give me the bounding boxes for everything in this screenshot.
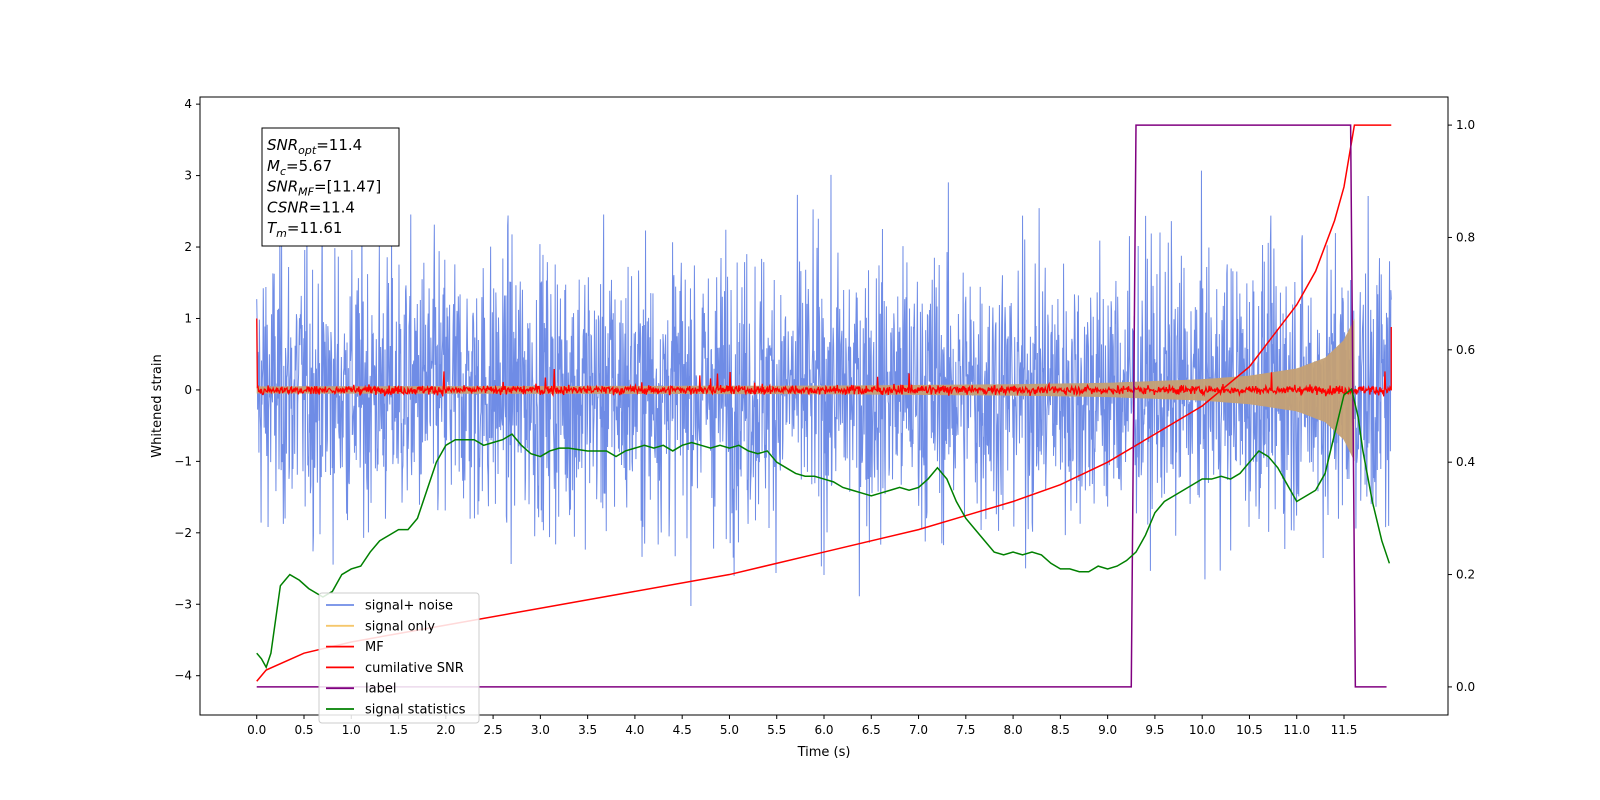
x-tick-label: 2.0 [436,723,455,737]
series-mf [256,318,1392,398]
x-tick-label: 1.5 [389,723,408,737]
legend-label: signal+ noise [365,599,453,614]
y-axis-label: Whitened strain [150,354,165,457]
x-tick-label: 10.0 [1189,723,1216,737]
y-axis-right: 1.0 0.8 0.6 0.4 0.2 0.0 [1448,118,1475,694]
x-axis-label: Time (s) [797,745,851,760]
x-tick-label: 11.0 [1283,723,1310,737]
x-tick-label: 4.5 [673,723,692,737]
annotation-line: Mc=5.67 [267,157,332,178]
x-axis: 0.0 0.5 1.0 1.5 2.0 2.5 3.0 3.5 4.0 4.5 5.0 5.5 6.0 6… [247,715,1357,737]
legend-label: label [365,682,396,697]
annotation-line: SNRMF=[11.47] [267,178,381,199]
annotation-line: CSNR=11.4 [267,198,355,216]
y-tick-label: 4 [184,97,192,111]
mf-trace [256,318,1392,398]
series-signal-statistics [256,387,1391,670]
signal-statistics-line [256,387,1391,670]
x-tick-label: 9.5 [1145,723,1164,737]
x-tick-label: 6.5 [862,723,881,737]
x-tick-label: 7.5 [956,723,975,737]
x-tick-label: 0.0 [247,723,266,737]
x-tick-label: 5.5 [767,723,786,737]
y2-tick-label: 1.0 [1456,118,1475,132]
y2-tick-label: 0.8 [1456,230,1475,244]
legend-label: MF [365,640,384,655]
legend-label: signal statistics [365,703,466,718]
y-tick-label: 0 [184,383,192,397]
x-tick-label: 8.5 [1051,723,1070,737]
legend-label: cumilative SNR [365,661,464,676]
x-tick-label: 0.5 [294,723,313,737]
y-tick-label: 2 [184,240,192,254]
x-tick-label: 6.0 [814,723,833,737]
y-axis-left: 4 3 2 1 0 −1 −2 −3 −4 [174,97,200,683]
y-tick-label: 1 [184,311,192,325]
y-tick-label: 3 [184,169,192,183]
legend: signal+ noise signal only MF cumilative SNR… [318,592,480,724]
x-tick-label: 4.0 [625,723,644,737]
x-tick-label: 3.5 [578,723,597,737]
y-tick-label: −1 [174,454,192,468]
x-tick-label: 8.0 [1004,723,1023,737]
y2-tick-label: 0.0 [1456,680,1475,694]
series-label [256,124,1387,688]
x-tick-label: 3.0 [531,723,550,737]
y-tick-label: −4 [174,669,192,683]
x-tick-label: 11.5 [1331,723,1358,737]
x-tick-label: 1.0 [342,723,361,737]
x-tick-label: 5.0 [720,723,739,737]
y2-tick-label: 0.6 [1456,343,1475,357]
legend-label: signal only [365,619,435,634]
annotation-box: SNRopt=11.4Mc=5.67SNRMF=[11.47]CSNR=11.4… [261,127,400,247]
x-tick-label: 2.5 [484,723,503,737]
annotation-line: SNRopt=11.4 [267,136,362,157]
annotation-line: Tm=11.61 [267,219,342,240]
x-tick-label: 10.5 [1236,723,1263,737]
legend-frame [318,592,480,724]
y2-tick-label: 0.2 [1456,568,1475,582]
label-line [256,124,1387,688]
annotation-frame [261,127,400,247]
x-tick-label: 7.0 [909,723,928,737]
x-tick-label: 9.0 [1098,723,1117,737]
y-tick-label: −2 [174,526,192,540]
y-tick-label: −3 [174,597,192,611]
y2-tick-label: 0.4 [1456,455,1475,469]
